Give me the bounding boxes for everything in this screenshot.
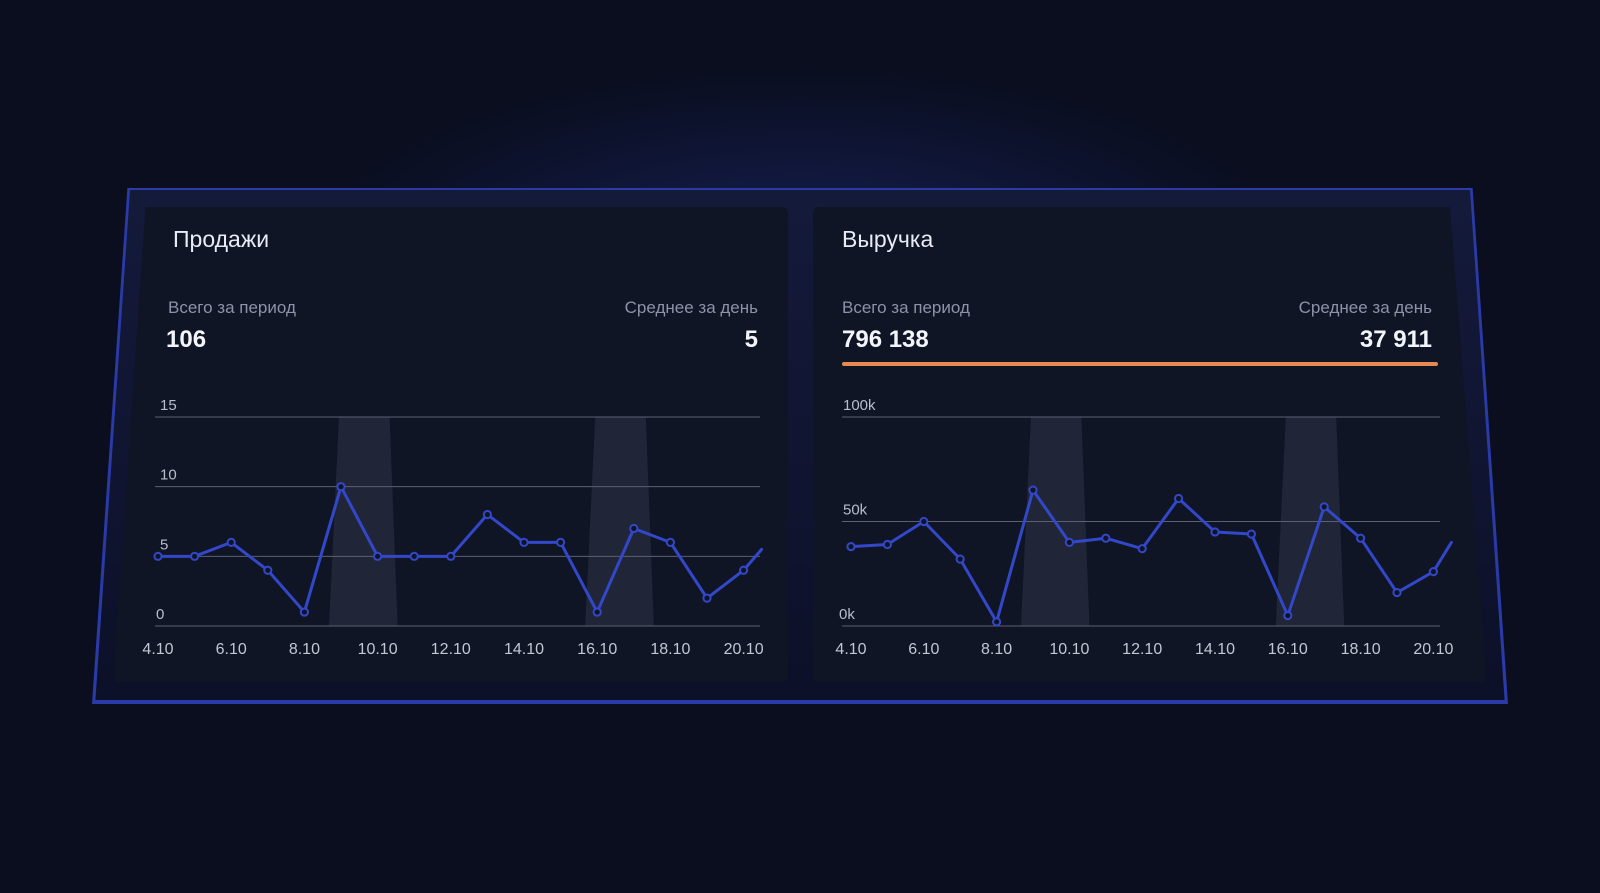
revenue-data-point [1319,502,1329,512]
sales-x-tick-label: 14.10 [504,641,544,658]
sales-data-point [702,593,712,603]
revenue-title: Выручка [842,226,934,252]
sales-data-point [446,551,456,561]
revenue-x-tick-label: 20.10 [1413,641,1453,658]
sales-data-point [299,607,309,617]
sales-data-point [556,537,566,548]
revenue-data-point [919,516,929,527]
sales-y-tick-label: 15 [160,397,177,414]
revenue-x-tick-label: 16.10 [1268,641,1308,658]
revenue-data-point [882,539,893,550]
revenue-y-tick-label: 100k [843,397,876,414]
revenue-data-point [1283,610,1293,621]
revenue-accent-bar [842,362,1438,366]
revenue-data-point [1246,529,1257,539]
revenue-y-tick-label: 0k [839,606,855,623]
sales-x-tick-label: 6.10 [216,641,247,658]
sales-y-tick-label: 5 [160,536,168,553]
sales-data-point [629,523,639,534]
revenue-data-point [1210,527,1220,537]
sales-avg-label: Среднее за день [624,298,758,317]
sales-data-point [739,565,749,575]
sales-data-point [373,551,383,561]
sales-data-point [592,607,602,617]
revenue-avg-label: Среднее за день [1298,298,1432,317]
revenue-y-tick-label: 50k [843,502,868,519]
sales-x-tick-label: 10.10 [358,641,398,658]
revenue-series-line [849,488,1453,624]
revenue-data-point [1174,493,1184,504]
revenue-data-point [1428,567,1439,577]
sales-weekend-band-1 [585,417,654,626]
revenue-x-tick-label: 14.10 [1195,641,1235,658]
revenue-data-point [1101,533,1111,543]
sales-x-tick-label: 16.10 [577,641,617,658]
sales-x-tick-label: 8.10 [289,641,320,658]
revenue-x-tick-label: 8.10 [981,641,1012,658]
revenue-x-tick-label: 6.10 [908,641,939,658]
sales-data-point [226,537,236,548]
revenue-data-point [1137,544,1147,554]
sales-data-point [665,537,676,548]
revenue-x-tick-label: 18.10 [1341,641,1381,658]
revenue-data-point [1392,587,1402,598]
sales-data-point [190,551,200,561]
revenue-panel [813,207,1487,682]
sales-weekend-band-0 [329,417,398,626]
revenue-avg-value: 37 911 [1359,326,1432,353]
revenue-x-tick-label: 12.10 [1122,641,1162,658]
revenue-x-tick-label: 10.10 [1049,641,1089,658]
revenue-data-point [992,617,1002,627]
sales-title: Продажи [173,226,270,252]
sales-data-point [409,551,419,561]
sales-x-tick-label: 4.10 [142,641,173,658]
sales-x-tick-label: 12.10 [431,641,471,658]
sales-data-point [519,537,529,548]
sales-y-tick-label: 10 [160,467,177,484]
sales-series-line [156,485,764,614]
sales-data-point [482,509,492,520]
revenue-data-point [955,554,965,564]
revenue-data-point [1356,533,1366,543]
revenue-data-point [1064,537,1075,548]
sales-x-tick-label: 20.10 [724,641,764,658]
sales-total-label: Всего за период [168,298,296,317]
revenue-total-value: 796 138 [842,326,929,353]
sales-data-point [263,565,273,575]
sales-total-value: 106 [166,326,207,353]
revenue-x-tick-label: 4.10 [835,641,866,658]
sales-panel [113,207,788,682]
sales-data-point [153,551,163,561]
sales-avg-value: 5 [744,326,758,353]
revenue-data-point [846,541,856,552]
revenue-total-label: Всего за период [842,298,970,317]
sales-y-tick-label: 0 [156,606,164,623]
revenue-data-point [1028,485,1038,495]
sales-data-point [336,482,346,492]
sales-x-tick-label: 18.10 [650,641,690,658]
